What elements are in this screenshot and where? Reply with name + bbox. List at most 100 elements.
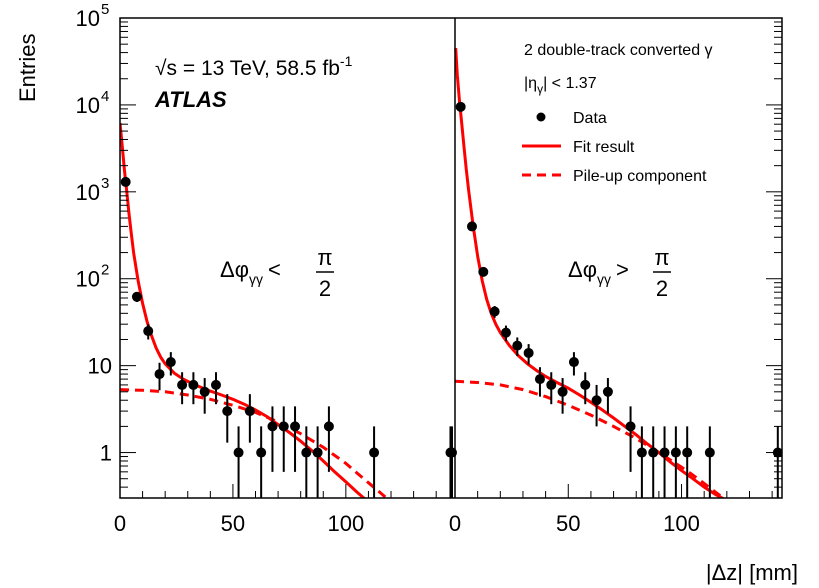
selection-eta: |η — [524, 75, 537, 92]
data-point — [267, 406, 278, 472]
data-point — [648, 426, 659, 498]
region-left-den: 2 — [319, 276, 331, 301]
y-tick-label: 10 — [88, 354, 112, 379]
data-marker — [267, 421, 278, 432]
x-tick-label: 0 — [114, 511, 126, 536]
data-point — [580, 372, 591, 405]
svg-text:Δφγγ<: Δφγγ < — [220, 257, 281, 287]
data-point — [210, 372, 221, 405]
data-marker — [625, 421, 636, 432]
data-marker — [670, 447, 681, 458]
legend-data-marker — [536, 112, 546, 122]
selection-line1: 2 double-track converted γ — [524, 42, 713, 59]
data-marker — [244, 406, 255, 417]
data-marker — [256, 447, 267, 458]
region-right-den: 2 — [656, 276, 668, 301]
data-marker — [278, 421, 289, 432]
y-tick-exponent: 5 — [101, 1, 109, 18]
fit-curve — [120, 122, 367, 498]
data-point — [670, 426, 681, 498]
data-point — [568, 352, 579, 376]
data-marker — [568, 357, 579, 368]
fit-curve — [454, 48, 726, 498]
region-left-phi: Δφ — [220, 257, 249, 282]
x-tick-label: 100 — [663, 511, 700, 536]
y-tick-label: 10 — [76, 180, 100, 205]
legend-fit-label: Fit result — [573, 139, 635, 156]
data-marker — [580, 379, 591, 390]
y-tick-exponent: 4 — [101, 88, 109, 105]
data-point — [659, 426, 670, 498]
data-marker — [369, 447, 380, 458]
selection-eta-cut: | < 1.37 — [543, 75, 597, 92]
data-marker — [546, 379, 557, 390]
data-marker — [648, 447, 659, 458]
data-point — [312, 426, 323, 498]
region-label-left: Δφγγ < π 2 — [220, 245, 334, 301]
region-left-rel: < — [268, 257, 281, 282]
region-right-rel: > — [616, 257, 629, 282]
legend-data-label: Data — [573, 110, 607, 127]
legend-pileup-label: Pile-up component — [573, 168, 707, 185]
data-marker — [154, 369, 165, 380]
data-marker — [455, 101, 466, 112]
plot-border — [119, 17, 783, 499]
data-marker — [143, 326, 154, 337]
y-tick-exponent: 3 — [101, 175, 109, 192]
data-point — [602, 378, 613, 414]
data-point — [557, 378, 568, 414]
data-marker — [602, 386, 613, 397]
y-tick-label: 1 — [100, 441, 112, 466]
data-point — [323, 406, 334, 472]
x-tick-label: 100 — [327, 511, 364, 536]
x-tick-label: 0 — [449, 511, 461, 536]
data-point — [233, 426, 244, 498]
data-point — [165, 352, 176, 376]
region-label-right: Δφγγ > π 2 — [568, 245, 671, 301]
data-point — [466, 221, 477, 232]
data-point — [445, 426, 456, 498]
data-point — [591, 384, 602, 427]
svg-text:√s = 13 TeV, 58.5 fb-1: √s = 13 TeV, 58.5 fb-1 — [155, 53, 353, 80]
x-tick-label: 50 — [221, 511, 245, 536]
data-point — [120, 176, 131, 187]
data-point — [478, 266, 489, 277]
data-marker — [120, 176, 131, 187]
data-marker — [534, 374, 545, 385]
data-marker — [636, 447, 647, 458]
data-marker — [301, 447, 312, 458]
region-right-sub: γγ — [597, 271, 611, 287]
energy-lumi-label: √s = 13 TeV, 58.5 fb-1 — [155, 53, 353, 80]
x-tick-label: 50 — [556, 511, 580, 536]
panel-left — [120, 122, 457, 498]
data-marker — [659, 447, 670, 458]
data-marker — [290, 421, 301, 432]
data-point — [131, 291, 142, 302]
data-point — [301, 426, 312, 498]
data-marker — [445, 447, 456, 458]
data-point — [154, 362, 165, 391]
data-marker — [165, 357, 176, 368]
region-left-sub: γγ — [249, 271, 263, 287]
lumi-exponent: -1 — [340, 53, 353, 69]
data-point — [222, 394, 233, 443]
region-right-num: π — [654, 245, 669, 270]
data-marker — [466, 221, 477, 232]
data-point — [177, 372, 188, 405]
y-tick-label: 10 — [76, 6, 100, 31]
plot-frame — [119, 17, 783, 499]
selection-line2: |ηγ| < 1.37 — [524, 75, 597, 96]
data-marker — [177, 379, 188, 390]
y-tick-label: 10 — [76, 267, 100, 292]
data-point — [489, 306, 500, 318]
energy-lumi-text: √s = 13 TeV, 58.5 fb — [155, 57, 340, 80]
data-point — [143, 324, 154, 340]
data-marker — [512, 340, 523, 351]
data-point — [546, 372, 557, 405]
data-marker — [478, 266, 489, 277]
data-marker — [323, 421, 334, 432]
data-point — [500, 325, 511, 342]
data-marker — [523, 347, 534, 358]
